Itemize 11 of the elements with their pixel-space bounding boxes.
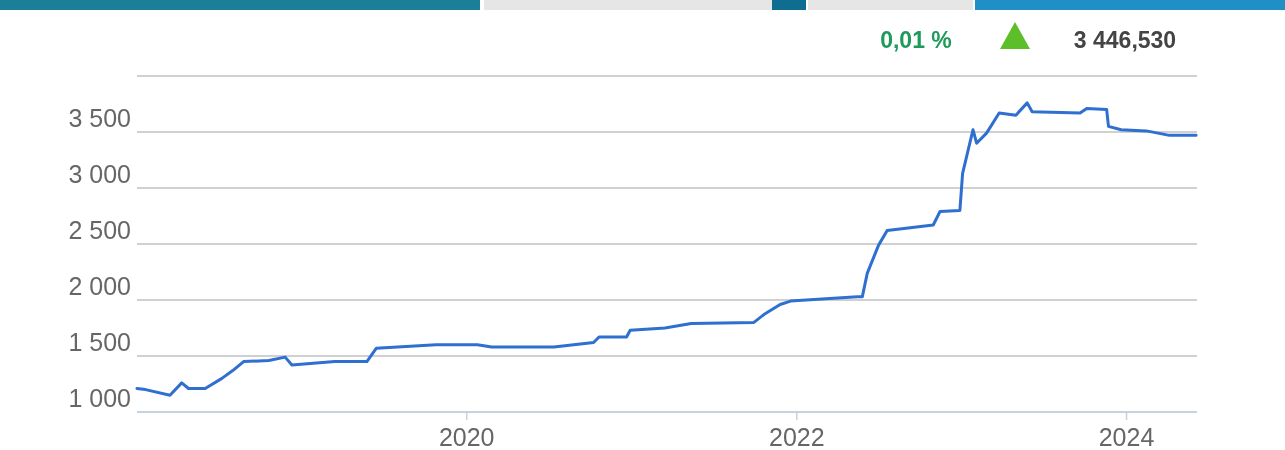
y-tick-label: 2 500 — [68, 216, 131, 244]
y-tick-label: 1 000 — [68, 384, 131, 412]
y-tick-label: 3 000 — [68, 160, 131, 188]
x-tick-label: 2020 — [438, 423, 495, 450]
y-tick-label: 2 000 — [68, 272, 131, 300]
text: 0,01 % — [880, 27, 952, 53]
y-tick-label: 3 500 — [68, 104, 131, 132]
text: 3 446,530 — [1073, 27, 1177, 53]
y-tick-label: 1 500 — [68, 328, 131, 356]
x-tick-label: 2024 — [1098, 423, 1155, 450]
x-tick-label: 2022 — [769, 423, 825, 450]
